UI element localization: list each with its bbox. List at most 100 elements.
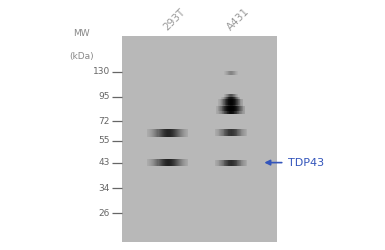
Bar [221,129,222,136]
Bar [181,159,182,166]
Bar [152,128,154,137]
Bar [230,160,231,166]
Bar [242,99,243,110]
Text: MW: MW [73,29,90,38]
Bar [243,129,244,136]
Bar [233,99,234,110]
Bar [223,160,224,166]
Bar [246,129,247,136]
Bar [149,128,151,137]
Bar [224,96,225,105]
Bar [240,96,241,105]
Bar [218,106,219,114]
Bar [243,160,244,166]
Text: A431: A431 [225,6,251,32]
Bar [242,129,243,136]
Bar [184,128,185,137]
Bar [167,159,169,166]
Bar [236,106,237,114]
Bar [242,160,243,166]
Bar [236,99,237,110]
Bar [229,99,230,110]
Bar [231,99,232,110]
Bar [222,96,223,105]
Bar [226,160,227,166]
Bar [230,96,231,105]
Bar [151,128,152,137]
Bar [240,106,241,114]
Bar [159,128,161,137]
Bar [237,106,238,114]
Bar [222,99,223,110]
Bar [239,129,240,136]
Bar [233,106,234,114]
Bar [151,159,152,166]
Bar [230,106,231,114]
Bar [241,106,242,114]
Text: 55: 55 [99,136,110,145]
Bar [221,160,222,166]
Bar [175,159,176,166]
Bar [223,96,224,105]
Bar [169,159,171,166]
Bar [220,106,221,114]
Bar [234,99,235,110]
Bar [228,160,229,166]
Bar [227,129,228,136]
Bar [154,128,156,137]
Bar [179,159,180,166]
Bar [147,128,149,137]
Bar [235,129,236,136]
Bar [222,129,223,136]
Bar [239,96,240,105]
Bar [218,160,219,166]
Bar [224,99,225,110]
Bar [236,160,238,166]
Bar [171,159,172,166]
Bar [231,129,232,136]
Bar [182,159,184,166]
Bar [223,106,224,114]
Bar [238,129,239,136]
Bar [184,159,185,166]
Bar [147,159,149,166]
Bar [229,106,230,114]
Bar [174,159,175,166]
Bar [217,160,218,166]
Bar [229,129,230,136]
Bar [220,160,221,166]
Bar [223,129,224,136]
Bar [225,99,226,110]
Bar [166,128,167,137]
Bar [229,96,230,105]
Bar [219,160,220,166]
Bar [235,160,236,166]
Bar [156,128,157,137]
Bar [215,129,216,136]
Bar [238,160,239,166]
Bar [220,99,221,110]
Bar [166,159,167,166]
Bar [167,128,169,137]
Bar [223,99,224,110]
Bar [237,96,238,105]
Bar [157,128,159,137]
Bar [245,129,246,136]
Bar [231,96,232,105]
Bar [234,129,235,136]
Bar [180,128,181,137]
Bar [233,96,234,105]
Bar [234,96,235,105]
Text: 293T: 293T [162,6,187,32]
Bar [235,106,236,114]
Bar [219,129,220,136]
Bar [230,129,231,136]
Bar [225,129,226,136]
Bar [218,129,219,136]
Bar [227,160,228,166]
Bar [218,99,219,110]
Bar [172,128,174,137]
Bar [229,160,230,166]
Bar [230,99,231,110]
Bar [164,159,166,166]
